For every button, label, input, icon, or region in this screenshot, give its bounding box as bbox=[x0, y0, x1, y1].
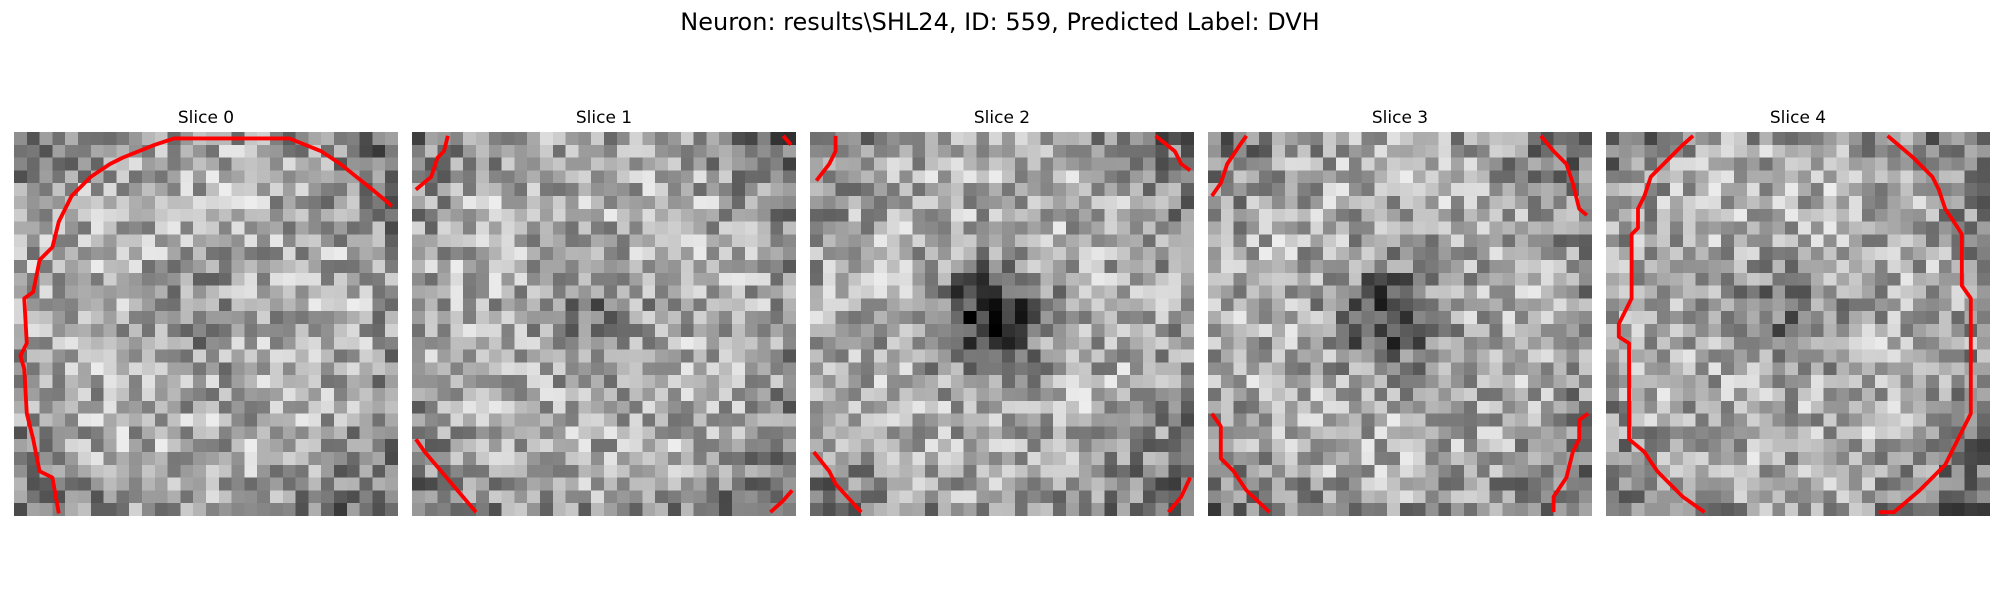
slice-image-1 bbox=[412, 132, 796, 516]
cell-contour-2b bbox=[1154, 134, 1192, 172]
cell-contour-3c bbox=[1210, 412, 1271, 514]
slice-panel-2: Slice 2 bbox=[810, 104, 1194, 516]
cell-contour-1a bbox=[414, 135, 450, 192]
cell-contour-4a bbox=[1616, 134, 1706, 514]
slice-panel-3: Slice 3 bbox=[1208, 104, 1592, 516]
cell-contour-2d bbox=[1166, 476, 1192, 514]
cell-contour-3d bbox=[1551, 412, 1590, 513]
cell-contour-1d bbox=[769, 489, 794, 514]
slice-title-4: Slice 4 bbox=[1769, 108, 1827, 128]
cell-contour-3a bbox=[1210, 134, 1248, 198]
slice-panel-0: Slice 0 bbox=[14, 104, 398, 516]
cell-contour-2a bbox=[814, 135, 838, 182]
cell-contour-4b bbox=[1878, 134, 1973, 515]
slice-title-1: Slice 1 bbox=[575, 108, 633, 128]
figure-title: Neuron: results\SHL24, ID: 559, Predicte… bbox=[680, 8, 1320, 36]
cell-contour-0 bbox=[18, 136, 393, 514]
slice-image-0 bbox=[14, 132, 398, 516]
slice-panel-1: Slice 1 bbox=[412, 104, 796, 516]
slice-title-0: Slice 0 bbox=[177, 108, 235, 128]
slice-title-2: Slice 2 bbox=[973, 108, 1031, 128]
slice-image-2 bbox=[810, 132, 1194, 516]
cell-contour-2c bbox=[812, 450, 863, 514]
slice-panel-4: Slice 4 bbox=[1606, 104, 1990, 516]
slice-title-3: Slice 3 bbox=[1371, 108, 1429, 128]
cell-contour-1b bbox=[781, 134, 793, 147]
slice-image-3 bbox=[1208, 132, 1592, 516]
slice-image-4 bbox=[1606, 132, 1990, 516]
cell-contour-3b bbox=[1539, 134, 1589, 217]
cell-contour-1c bbox=[414, 438, 478, 514]
